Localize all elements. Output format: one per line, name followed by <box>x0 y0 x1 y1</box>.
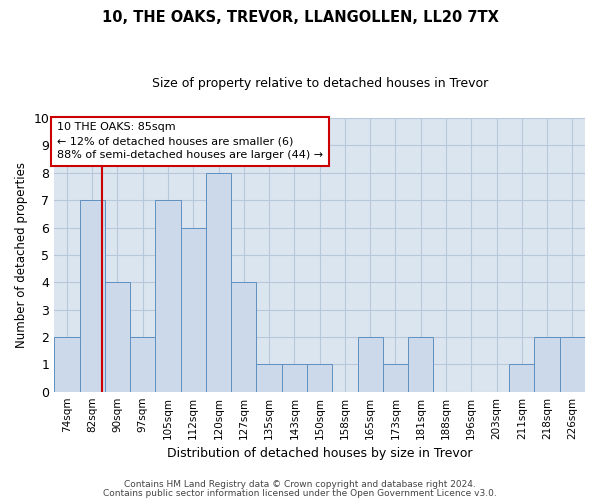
Bar <box>80 200 105 392</box>
Y-axis label: Number of detached properties: Number of detached properties <box>15 162 28 348</box>
Bar <box>105 282 130 392</box>
Text: 10, THE OAKS, TREVOR, LLANGOLLEN, LL20 7TX: 10, THE OAKS, TREVOR, LLANGOLLEN, LL20 7… <box>101 10 499 25</box>
Bar <box>408 337 433 392</box>
Bar <box>231 282 256 392</box>
Bar <box>383 364 408 392</box>
Bar <box>509 364 535 392</box>
Bar <box>206 173 231 392</box>
Text: Contains HM Land Registry data © Crown copyright and database right 2024.: Contains HM Land Registry data © Crown c… <box>124 480 476 489</box>
Text: Contains public sector information licensed under the Open Government Licence v3: Contains public sector information licen… <box>103 488 497 498</box>
Bar <box>181 228 206 392</box>
Bar <box>256 364 282 392</box>
X-axis label: Distribution of detached houses by size in Trevor: Distribution of detached houses by size … <box>167 447 472 460</box>
Bar <box>358 337 383 392</box>
Bar <box>54 337 80 392</box>
Bar <box>560 337 585 392</box>
Title: Size of property relative to detached houses in Trevor: Size of property relative to detached ho… <box>152 78 488 90</box>
Bar <box>155 200 181 392</box>
Bar <box>130 337 155 392</box>
Bar <box>307 364 332 392</box>
Bar <box>282 364 307 392</box>
Text: 10 THE OAKS: 85sqm
← 12% of detached houses are smaller (6)
88% of semi-detached: 10 THE OAKS: 85sqm ← 12% of detached hou… <box>57 122 323 160</box>
Bar <box>535 337 560 392</box>
